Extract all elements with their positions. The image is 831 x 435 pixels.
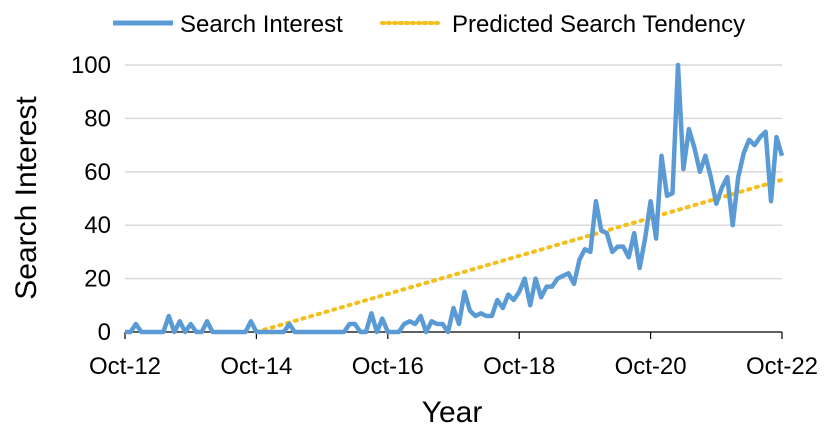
y-tick-label-0: 0 [98,319,111,346]
gridlines [125,64,782,280]
legend: Search Interest Predicted Search Tendenc… [113,11,745,38]
y-tick-label-60: 60 [84,159,111,186]
x-tick-label-Oct-12: Oct-12 [89,353,161,380]
y-tick-label-40: 40 [84,212,111,239]
x-tick-label-Oct-16: Oct-16 [352,353,424,380]
legend-label-search-interest: Search Interest [180,11,343,38]
series-line-search-interest [125,62,785,335]
x-axis-ticks: Oct-12 Oct-14 Oct-16 Oct-18 Oct-20 Oct-22 [89,332,818,380]
x-tick-label-Oct-18: Oct-18 [483,353,555,380]
x-tick-label-Oct-20: Oct-20 [615,353,687,380]
x-tick-label-Oct-22: Oct-22 [746,353,818,380]
x-axis-label: Year [422,396,483,429]
y-tick-label-80: 80 [84,105,111,132]
x-tick-label-Oct-14: Oct-14 [220,353,292,380]
y-axis-label: Search Interest [10,96,43,300]
y-tick-label-20: 20 [84,266,111,293]
series-layer [125,62,785,335]
y-axis-ticks: 0 20 40 60 80 100 [71,52,111,346]
legend-label-predicted: Predicted Search Tendency [452,11,745,38]
series-line-predicted-search-tendency [254,177,784,334]
y-tick-label-100: 100 [71,52,111,79]
